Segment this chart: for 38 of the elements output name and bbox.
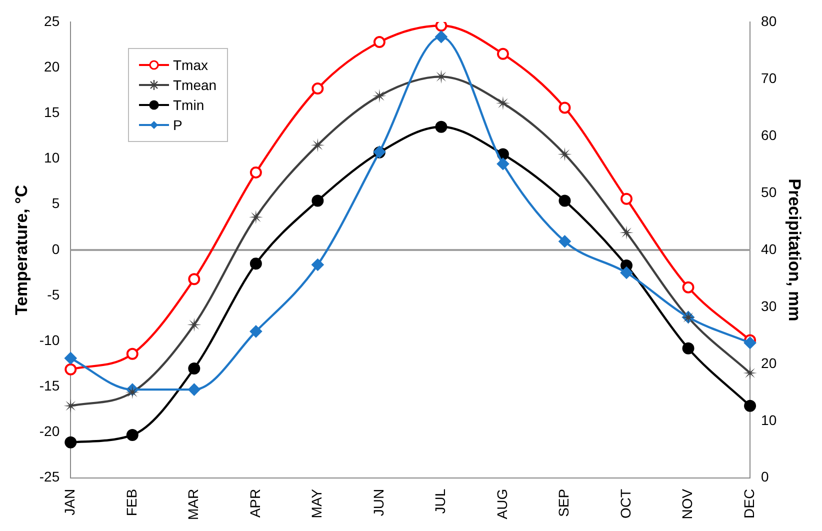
x-tick-label: JUN [370, 488, 386, 516]
y-tick-label: -5 [47, 286, 60, 302]
y2-tick-label: 30 [761, 298, 777, 314]
y2-tick-label: 20 [761, 354, 777, 371]
y2-tick-label: 60 [761, 126, 777, 143]
x-tick-label: JAN [61, 488, 78, 516]
y2-tick-label: 50 [761, 184, 777, 200]
y2-tick-label: 70 [761, 70, 777, 86]
x-tick-label: JUL [432, 488, 448, 514]
y-tick-label: 0 [52, 240, 60, 257]
x-tick-label: SEP [556, 488, 572, 517]
y2-tick-label: 10 [761, 412, 777, 428]
y2-tick-label: 80 [761, 12, 777, 29]
y-tick-label: -20 [39, 423, 60, 440]
y-tick-label: 15 [44, 104, 60, 120]
x-tick-label: APR [246, 488, 263, 518]
y-tick-label: 10 [44, 150, 60, 166]
x-tick-label: MAR [185, 488, 202, 520]
x-tick-label: AUG [494, 488, 510, 520]
legend-label: Tmean [173, 77, 217, 93]
y-tick-label: -15 [39, 378, 60, 394]
y2-axis-title: Precipitation, mm [785, 178, 804, 322]
legend-label: Tmax [173, 57, 208, 73]
x-tick-label: DEC [740, 488, 757, 518]
y-tick-label: 20 [44, 58, 60, 74]
legend-label: P [173, 117, 182, 133]
x-tick-label: MAY [308, 488, 325, 518]
y-tick-label: -25 [39, 468, 60, 485]
x-tick-label: OCT [617, 488, 634, 518]
y-axis-title: Temperature, °C [12, 184, 31, 316]
y2-tick-label: 40 [761, 240, 777, 257]
x-tick-label: FEB [123, 488, 140, 516]
y2-tick-label: 0 [761, 468, 770, 485]
y-tick-label: 5 [52, 195, 60, 212]
y-tick-label: 25 [44, 12, 60, 29]
y-tick-label: -10 [39, 332, 60, 348]
x-tick-label: NOV [679, 488, 696, 520]
legend-label: Tmin [173, 97, 204, 113]
